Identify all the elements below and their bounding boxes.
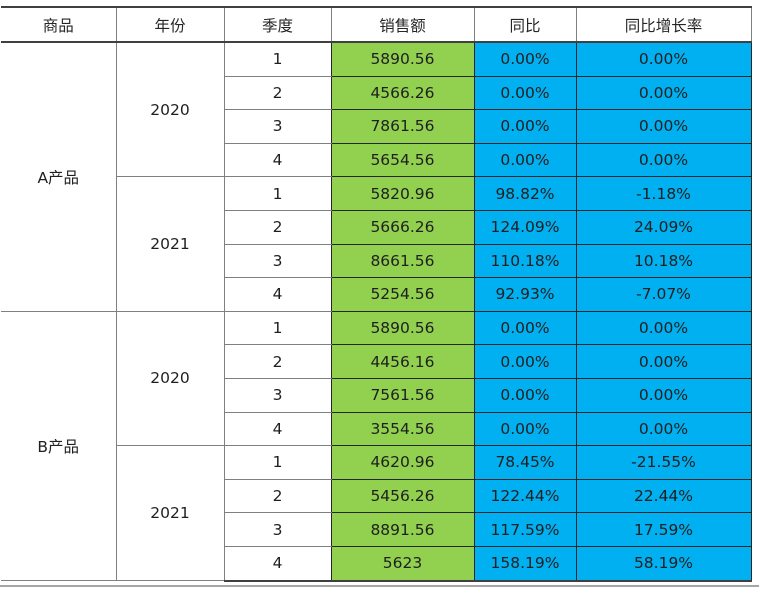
quarter-cell: 1 [223, 445, 332, 480]
sales-cell: 5254.56 [330, 277, 475, 312]
table-container: 商品 年份 季度 销售额 同比 同比增长率 A产品 2020 1 5890.56 0.0… [1, 6, 752, 582]
yoy-growth-cell: 0.00% [575, 344, 752, 379]
quarter-cell: 4 [223, 277, 332, 312]
yoy-cell: 0.00% [473, 142, 577, 178]
yoy-cell: 0.00% [473, 75, 577, 111]
yoy-growth-cell: -21.55% [575, 445, 752, 480]
yoy-cell: 110.18% [473, 243, 577, 279]
table-row: 2 5456.26 122.44% 22.44% [1, 478, 752, 514]
yoy-cell: 0.00% [473, 109, 577, 144]
year-cell: 2020 [115, 310, 225, 447]
year-cell: 2021 [115, 176, 225, 312]
table-row: 2021 1 4620.96 78.45% -21.55% [1, 445, 752, 581]
sales-cell: 7861.56 [330, 109, 475, 144]
quarter-cell: 4 [223, 411, 332, 447]
quarter-cell: 2 [223, 478, 332, 514]
yoy-cell: 0.00% [473, 411, 577, 447]
quarter-cell: 3 [223, 377, 332, 413]
yoy-growth-cell: 22.44% [575, 478, 752, 514]
header-yoy-growth: 同比增长率 [575, 6, 752, 43]
yoy-cell: 124.09% [473, 209, 577, 245]
quarter-cell: 3 [223, 243, 332, 279]
bottom-rule [0, 585, 759, 587]
table-row: B产品 2020 1 5890.56 0.00% 0.00% [1, 310, 752, 582]
quarter-cell: 1 [223, 310, 332, 346]
table-row: 2021 1 5820.96 98.82% -1.18% [1, 176, 752, 312]
sales-cell: 4620.96 [330, 445, 475, 480]
yoy-cell: 122.44% [473, 478, 577, 514]
product-cell: A产品 [1, 41, 117, 312]
yoy-growth-cell: 0.00% [575, 142, 752, 178]
table-row: 3 7861.56 0.00% 0.00% [1, 109, 752, 144]
header-row: 商品 年份 季度 销售额 同比 同比增长率 [1, 6, 752, 43]
table-row: 4 3554.56 0.00% 0.00% [1, 411, 752, 447]
yoy-cell: 0.00% [473, 41, 577, 77]
yoy-growth-cell: 24.09% [575, 209, 752, 245]
header-year: 年份 [115, 6, 225, 43]
quarter-cell: 3 [223, 109, 332, 144]
yoy-cell: 158.19% [473, 545, 577, 582]
yoy-growth-cell: 0.00% [575, 411, 752, 447]
yoy-growth-cell: 0.00% [575, 377, 752, 413]
sales-cell: 5890.56 [330, 41, 475, 77]
header-product: 商品 [1, 6, 117, 43]
yoy-growth-cell: 0.00% [575, 41, 752, 77]
yoy-growth-cell: 0.00% [575, 109, 752, 144]
table-row: 2 4566.26 0.00% 0.00% [1, 75, 752, 111]
quarter-cell: 4 [223, 545, 332, 582]
table-row: A产品 2020 1 5890.56 0.00% 0.00% [1, 41, 752, 312]
quarter-cell: 1 [223, 176, 332, 211]
yoy-cell: 0.00% [473, 310, 577, 346]
yoy-growth-cell: 0.00% [575, 310, 752, 346]
product-cell: B产品 [1, 310, 117, 582]
sales-cell: 3554.56 [330, 411, 475, 447]
table-header: 商品 年份 季度 销售额 同比 同比增长率 [1, 6, 752, 43]
table-row: 4 5623 158.19% 58.19% [1, 545, 752, 582]
yoy-cell: 0.00% [473, 377, 577, 413]
table-row: 3 8661.56 110.18% 10.18% [1, 243, 752, 279]
yoy-growth-cell: 0.00% [575, 75, 752, 111]
sales-cell: 5890.56 [330, 310, 475, 346]
year-cell: 2021 [115, 445, 225, 581]
sales-table: 商品 年份 季度 销售额 同比 同比增长率 A产品 2020 1 5890.56 0.0… [1, 6, 752, 582]
table-row: 3 8891.56 117.59% 17.59% [1, 512, 752, 547]
table-row: 4 5654.56 0.00% 0.00% [1, 142, 752, 178]
sales-cell: 8891.56 [330, 512, 475, 547]
sales-cell: 5623 [330, 545, 475, 582]
table-row: 2 4456.16 0.00% 0.00% [1, 344, 752, 379]
yoy-growth-cell: 58.19% [575, 545, 752, 582]
sales-cell: 5456.26 [330, 478, 475, 514]
yoy-cell: 78.45% [473, 445, 577, 480]
header-quarter: 季度 [223, 6, 332, 43]
sales-cell: 5666.26 [330, 209, 475, 245]
yoy-cell: 0.00% [473, 344, 577, 379]
sales-cell: 8661.56 [330, 243, 475, 279]
quarter-cell: 3 [223, 512, 332, 547]
quarter-cell: 2 [223, 344, 332, 379]
quarter-cell: 1 [223, 41, 332, 77]
table-row: 2 5666.26 124.09% 24.09% [1, 209, 752, 245]
table-row: 4 5254.56 92.93% -7.07% [1, 277, 752, 312]
table-row: 3 7561.56 0.00% 0.00% [1, 377, 752, 413]
sales-cell: 4456.16 [330, 344, 475, 379]
sales-cell: 7561.56 [330, 377, 475, 413]
quarter-cell: 2 [223, 209, 332, 245]
yoy-cell: 92.93% [473, 277, 577, 312]
yoy-growth-cell: 10.18% [575, 243, 752, 279]
quarter-cell: 2 [223, 75, 332, 111]
sales-cell: 5654.56 [330, 142, 475, 178]
yoy-growth-cell: -1.18% [575, 176, 752, 211]
header-yoy: 同比 [473, 6, 577, 43]
yoy-cell: 117.59% [473, 512, 577, 547]
header-sales: 销售额 [330, 6, 475, 43]
sales-cell: 5820.96 [330, 176, 475, 211]
table-body: A产品 2020 1 5890.56 0.00% 0.00% 2 4566.26 0.00% 0.… [1, 41, 752, 582]
year-cell: 2020 [115, 41, 225, 178]
yoy-growth-cell: -7.07% [575, 277, 752, 312]
yoy-growth-cell: 17.59% [575, 512, 752, 547]
sales-cell: 4566.26 [330, 75, 475, 111]
yoy-cell: 98.82% [473, 176, 577, 211]
quarter-cell: 4 [223, 142, 332, 178]
